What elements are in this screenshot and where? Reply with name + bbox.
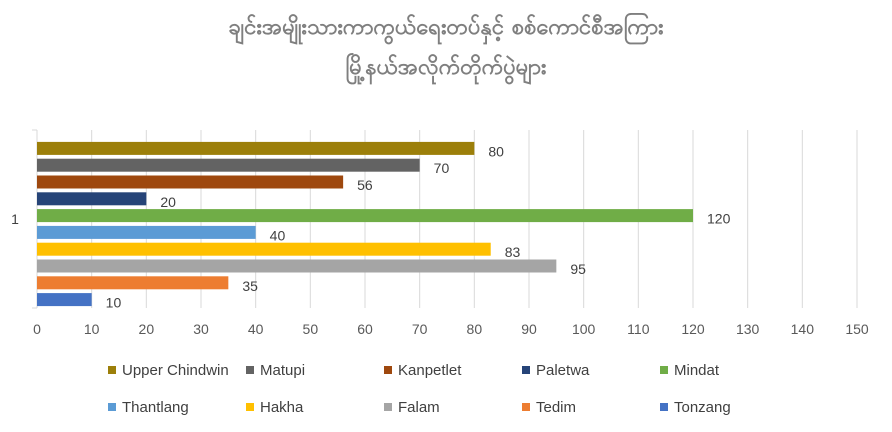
x-tick-label: 40 bbox=[248, 321, 264, 337]
data-label: 95 bbox=[570, 261, 586, 277]
data-label: 70 bbox=[434, 160, 450, 176]
bar-kanpetlet bbox=[37, 175, 344, 189]
x-tick-label: 130 bbox=[736, 321, 760, 337]
legend-label: Tonzang bbox=[674, 398, 731, 416]
x-tick-label: 30 bbox=[193, 321, 209, 337]
chart-title: ချင်းအမျိုးသားကာကွယ်ရေးတပ်နှင့် စစ်ကောင်… bbox=[0, 8, 892, 88]
data-label: 80 bbox=[488, 143, 504, 159]
x-tick-label: 60 bbox=[357, 321, 373, 337]
legend-item: Thantlang bbox=[108, 395, 246, 419]
data-label: 120 bbox=[707, 211, 731, 227]
legend-item: Hakha bbox=[246, 395, 384, 419]
legend-label: Mindat bbox=[674, 361, 720, 379]
x-tick-label: 0 bbox=[33, 321, 41, 337]
data-label: 20 bbox=[160, 194, 176, 210]
legend-label: Paletwa bbox=[536, 361, 590, 379]
legend-label: Thantlang bbox=[122, 398, 189, 416]
x-tick-label: 70 bbox=[412, 321, 428, 337]
legend-swatch bbox=[246, 403, 254, 411]
x-tick-label: 10 bbox=[84, 321, 100, 337]
bar-hakha bbox=[37, 242, 491, 256]
legend-item: Tedim bbox=[522, 395, 660, 419]
data-label: 10 bbox=[106, 295, 122, 311]
legend-item: Falam bbox=[384, 395, 522, 419]
legend-item: Upper Chindwin bbox=[108, 358, 246, 382]
legend-swatch bbox=[384, 366, 392, 374]
legend-swatch bbox=[522, 366, 530, 374]
legend-swatch bbox=[660, 403, 668, 411]
legend-swatch bbox=[108, 403, 116, 411]
legend-swatch bbox=[660, 366, 668, 374]
category-label: 1 bbox=[11, 211, 19, 227]
legend-swatch bbox=[384, 403, 392, 411]
data-label: 35 bbox=[242, 278, 258, 294]
bar-mindat bbox=[37, 209, 693, 223]
legend-row: Upper Chindwin Matupi Kanpetlet Paletwa Mind… bbox=[108, 358, 868, 382]
legend-row: Thantlang Hakha Falam Tedim Tonzang bbox=[108, 395, 868, 419]
x-tick-label: 50 bbox=[303, 321, 319, 337]
bar-tedim bbox=[37, 276, 229, 290]
bar-upper-chindwin bbox=[37, 141, 475, 155]
legend-label: Tedim bbox=[536, 398, 577, 416]
bar-matupi bbox=[37, 158, 420, 172]
legend-swatch bbox=[522, 403, 530, 411]
x-tick-label: 140 bbox=[791, 321, 815, 337]
x-tick-label: 20 bbox=[139, 321, 155, 337]
legend-swatch bbox=[108, 366, 116, 374]
legend-item: Kanpetlet bbox=[384, 358, 522, 382]
legend-label: Kanpetlet bbox=[398, 361, 462, 379]
legend-item: Matupi bbox=[246, 358, 384, 382]
chart-title-line-1: ချင်းအမျိုးသားကာကွယ်ရေးတပ်နှင့် စစ်ကောင်… bbox=[228, 15, 664, 40]
legend: Upper Chindwin Matupi Kanpetlet Paletwa Mind… bbox=[108, 358, 868, 432]
legend-label: Falam bbox=[398, 398, 440, 416]
x-tick-label: 110 bbox=[627, 321, 650, 337]
x-tick-label: 120 bbox=[681, 321, 705, 337]
bar-thantlang bbox=[37, 225, 256, 239]
chart-title-line-2: မြို့နယ်အလိုက်တိုက်ပွဲများ bbox=[345, 55, 547, 80]
legend-label: Matupi bbox=[260, 361, 306, 379]
legend-swatch bbox=[246, 366, 254, 374]
data-label: 83 bbox=[505, 244, 521, 260]
legend-label: Upper Chindwin bbox=[122, 361, 229, 379]
legend-item: Paletwa bbox=[522, 358, 660, 382]
x-tick-label: 80 bbox=[467, 321, 483, 337]
x-tick-label: 150 bbox=[845, 321, 869, 337]
x-tick-label: 100 bbox=[572, 321, 596, 337]
x-tick-label: 90 bbox=[521, 321, 537, 337]
data-label: 40 bbox=[270, 227, 286, 243]
bar-paletwa bbox=[37, 192, 147, 206]
legend-item: Tonzang bbox=[660, 395, 798, 419]
data-label: 56 bbox=[357, 177, 373, 193]
legend-label: Hakha bbox=[260, 398, 304, 416]
bar-falam bbox=[37, 259, 557, 273]
bar-tonzang bbox=[37, 293, 92, 307]
legend-item: Mindat bbox=[660, 358, 798, 382]
